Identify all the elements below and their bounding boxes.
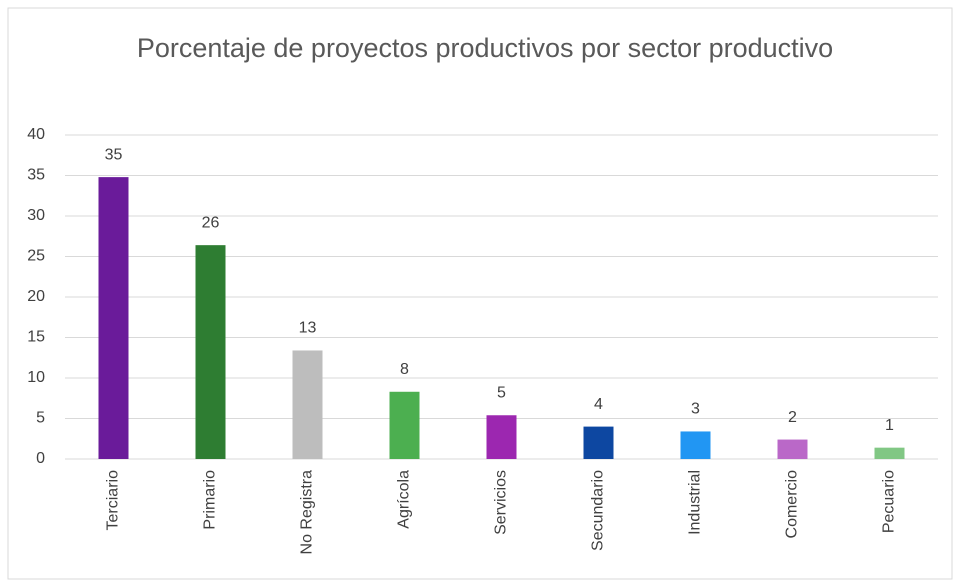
x-tick-label: Pecuario xyxy=(881,470,898,533)
x-tick-label: No Registra xyxy=(299,470,316,555)
y-tick-label: 35 xyxy=(27,167,45,184)
data-label: 4 xyxy=(594,396,603,413)
bar xyxy=(777,439,808,459)
y-tick-label: 15 xyxy=(27,329,45,346)
bar xyxy=(389,391,420,459)
data-label: 5 xyxy=(497,384,506,401)
x-tick-label: Secundario xyxy=(590,470,607,551)
data-label: 3 xyxy=(691,401,700,418)
chart-border xyxy=(7,7,953,580)
data-label: 2 xyxy=(788,409,797,426)
chart-title: Porcentaje de proyectos productivos por … xyxy=(136,33,834,63)
bar xyxy=(292,350,323,459)
y-tick-label: 5 xyxy=(36,410,45,427)
bar xyxy=(98,177,129,459)
bar xyxy=(486,415,517,459)
y-tick-label: 0 xyxy=(36,450,45,467)
data-label: 35 xyxy=(105,146,123,163)
x-tick-label: Agrícola xyxy=(396,470,413,529)
y-tick-label: 30 xyxy=(27,207,45,224)
y-tick-label: 20 xyxy=(27,288,45,305)
y-tick-label: 10 xyxy=(27,369,45,386)
data-label: 1 xyxy=(885,417,894,434)
bar xyxy=(680,431,711,459)
bar xyxy=(874,447,905,459)
x-tick-label: Industrial xyxy=(687,470,704,535)
x-tick-label: Comercio xyxy=(784,470,801,539)
data-label: 13 xyxy=(299,320,317,337)
y-tick-label: 25 xyxy=(27,248,45,265)
bar xyxy=(195,245,226,459)
bar xyxy=(583,426,614,459)
y-tick-label: 40 xyxy=(27,126,45,143)
data-label: 26 xyxy=(202,214,220,231)
x-tick-label: Terciario xyxy=(105,470,122,531)
data-label: 8 xyxy=(400,361,409,378)
x-tick-label: Servicios xyxy=(493,470,510,535)
x-tick-label: Primario xyxy=(202,470,219,530)
